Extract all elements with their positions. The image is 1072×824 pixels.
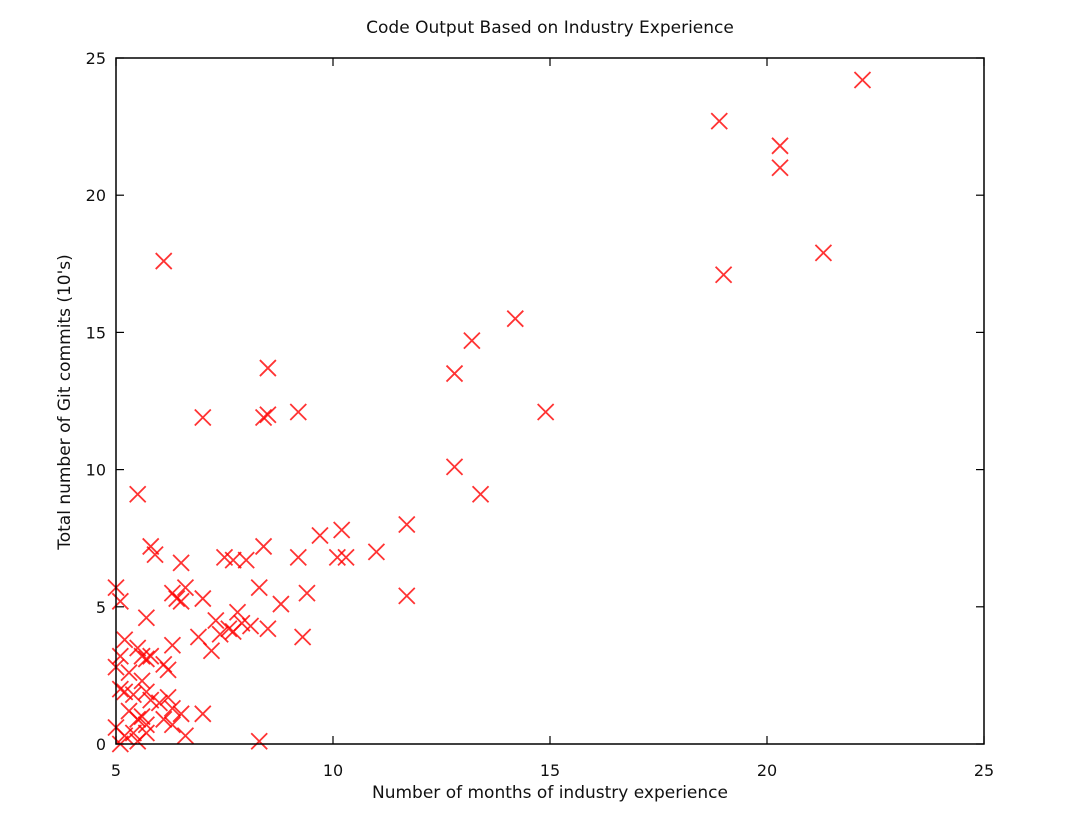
data-point-marker bbox=[254, 408, 273, 427]
y-tick-label: 10 bbox=[86, 461, 106, 480]
x-tick-label: 10 bbox=[323, 761, 343, 780]
data-point-marker bbox=[120, 664, 138, 682]
data-point-marker bbox=[771, 137, 789, 155]
data-point-marker bbox=[176, 727, 195, 745]
data-point-marker bbox=[133, 647, 151, 665]
data-point-marker bbox=[172, 592, 190, 610]
data-point-marker bbox=[259, 359, 277, 377]
data-point-marker bbox=[124, 724, 142, 742]
data-point-marker bbox=[506, 310, 524, 328]
data-point-marker bbox=[155, 252, 173, 270]
data-point-marker bbox=[142, 647, 160, 665]
data-point-marker bbox=[207, 611, 225, 630]
data-point-marker bbox=[272, 595, 290, 613]
data-point-marker bbox=[259, 620, 277, 638]
data-point-marker bbox=[194, 408, 212, 427]
data-point-marker bbox=[771, 159, 789, 177]
x-axis-label: Number of months of industry experience bbox=[372, 783, 728, 803]
data-point-marker bbox=[814, 244, 833, 262]
data-point-marker bbox=[194, 589, 212, 608]
data-point-marker bbox=[133, 707, 151, 726]
data-points bbox=[107, 71, 872, 753]
data-point-marker bbox=[137, 683, 156, 701]
data-point-marker bbox=[137, 650, 156, 668]
data-point-marker bbox=[189, 628, 208, 646]
y-axis-label: Total number of Git commits (10's) bbox=[55, 254, 75, 551]
data-point-marker bbox=[137, 609, 156, 627]
y-tick-label: 0 bbox=[96, 735, 106, 754]
data-point-marker bbox=[250, 732, 268, 750]
data-point-marker bbox=[111, 647, 129, 665]
data-point-marker bbox=[710, 112, 728, 130]
data-point-marker bbox=[471, 485, 490, 503]
data-point-marker bbox=[254, 537, 273, 556]
data-point-marker bbox=[163, 716, 182, 734]
data-point-marker bbox=[146, 546, 164, 564]
data-point-marker bbox=[250, 578, 268, 597]
data-point-marker bbox=[398, 515, 416, 534]
data-point-marker bbox=[137, 716, 156, 734]
data-point-marker bbox=[202, 642, 221, 660]
data-point-marker bbox=[176, 578, 195, 597]
data-point-marker bbox=[289, 403, 307, 421]
data-point-marker bbox=[367, 543, 386, 561]
data-point-marker bbox=[129, 639, 147, 657]
data-point-marker bbox=[228, 603, 247, 621]
data-point-marker bbox=[111, 680, 129, 698]
data-point-marker bbox=[129, 485, 147, 503]
data-point-marker bbox=[220, 620, 238, 638]
data-point-marker bbox=[333, 521, 351, 539]
data-point-marker bbox=[463, 331, 481, 350]
x-tick-label: 20 bbox=[757, 761, 777, 780]
data-point-marker bbox=[150, 694, 169, 712]
x-tick-label: 15 bbox=[540, 761, 560, 780]
data-point-marker bbox=[111, 592, 129, 610]
data-point-marker bbox=[289, 548, 307, 567]
plot-area bbox=[115, 57, 985, 745]
data-point-marker bbox=[853, 71, 872, 89]
data-point-marker bbox=[714, 266, 733, 284]
data-point-marker bbox=[237, 551, 255, 569]
data-point-marker bbox=[259, 406, 277, 424]
data-point-marker bbox=[298, 584, 316, 602]
data-point-marker bbox=[159, 661, 177, 679]
y-tick-label: 25 bbox=[86, 49, 106, 68]
data-point-marker bbox=[311, 526, 329, 545]
data-point-marker bbox=[142, 537, 160, 556]
data-point-marker bbox=[194, 705, 212, 723]
data-point-marker bbox=[445, 364, 464, 383]
data-point-marker bbox=[398, 587, 416, 605]
data-point-marker bbox=[445, 458, 464, 476]
data-point-marker bbox=[172, 705, 190, 723]
x-tick-label: 5 bbox=[111, 761, 121, 780]
data-point-marker bbox=[328, 548, 346, 567]
y-tick-label: 20 bbox=[86, 186, 106, 205]
data-point-marker bbox=[537, 403, 555, 421]
data-point-marker bbox=[293, 628, 312, 646]
x-tick-label: 25 bbox=[974, 761, 994, 780]
chart-title: Code Output Based on Industry Experience bbox=[366, 18, 734, 38]
y-tick-label: 15 bbox=[86, 323, 106, 342]
data-point-marker bbox=[172, 554, 190, 572]
data-point-marker bbox=[233, 614, 251, 632]
data-point-marker bbox=[137, 724, 156, 742]
data-point-marker bbox=[116, 631, 134, 649]
data-point-marker bbox=[168, 589, 186, 608]
data-point-marker bbox=[129, 710, 147, 728]
data-point-marker bbox=[155, 710, 173, 728]
data-point-marker bbox=[337, 548, 355, 567]
data-point-marker bbox=[159, 688, 177, 706]
data-point-marker bbox=[224, 551, 242, 569]
data-point-marker bbox=[163, 636, 182, 654]
data-point-marker bbox=[163, 699, 182, 717]
y-tick-label: 5 bbox=[96, 598, 106, 617]
data-point-marker bbox=[133, 672, 151, 690]
